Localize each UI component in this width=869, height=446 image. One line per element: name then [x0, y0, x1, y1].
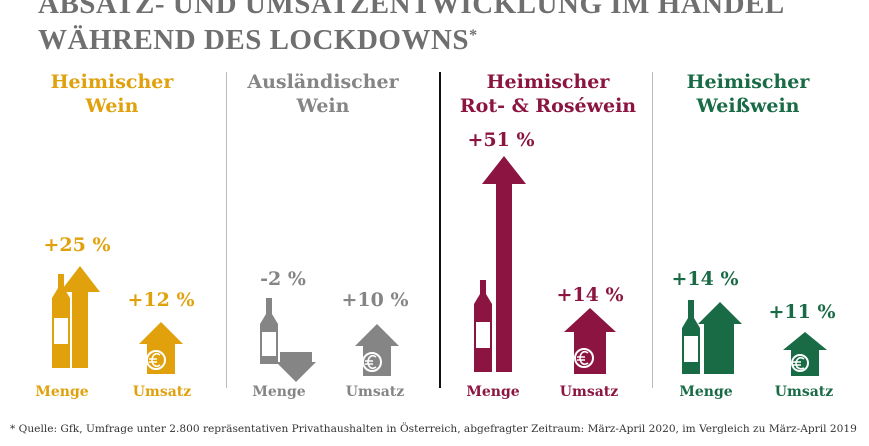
- wine-bottle-arrow-up-icon: [52, 266, 100, 368]
- menge-label: Menge: [466, 384, 520, 400]
- footnote-mark: *: [469, 27, 478, 44]
- column-title-auslaendischer-wein: Ausländischer Wein: [247, 71, 399, 117]
- umsatz-label: Umsatz: [559, 384, 619, 400]
- umsatz-label: Umsatz: [774, 384, 834, 400]
- column-title-weisswein: Heimischer Weißwein: [686, 71, 810, 117]
- column-divider: [652, 72, 653, 388]
- euro-house-arrow-icon: [783, 332, 827, 376]
- column-title-heimischer-wein: Heimischer Wein: [50, 71, 174, 117]
- menge-label: Menge: [252, 384, 306, 400]
- umsatz-label: Umsatz: [132, 384, 192, 400]
- menge-percentage: +51 %: [467, 129, 535, 151]
- title-line-2: WÄHREND DES LOCKDOWNS*: [38, 24, 478, 56]
- footnote: * Quelle: Gfk, Umfrage unter 2.800 reprä…: [10, 423, 857, 435]
- menge-label: Menge: [679, 384, 733, 400]
- title-line-1: ABSATZ- UND UMSATZENTWICKLUNG IM HANDEL: [38, 0, 785, 20]
- column-divider: [226, 72, 227, 388]
- menge-percentage: -2 %: [260, 268, 306, 290]
- wine-bottle-arrow-up-icon: [474, 156, 526, 372]
- umsatz-percentage: +14 %: [556, 284, 624, 306]
- umsatz-percentage: +11 %: [768, 301, 836, 323]
- column-divider-main: [439, 72, 441, 388]
- euro-house-arrow-icon: [564, 308, 616, 374]
- euro-house-arrow-icon: [355, 324, 399, 376]
- umsatz-label: Umsatz: [345, 384, 405, 400]
- umsatz-percentage: +10 %: [341, 289, 409, 311]
- wine-bottle-arrow-down-icon: [260, 298, 316, 382]
- page-title: ABSATZ- UND UMSATZENTWICKLUNG IM HANDEL …: [38, 0, 785, 58]
- menge-percentage: +25 %: [43, 234, 111, 256]
- euro-house-arrow-icon: [139, 322, 183, 374]
- menge-percentage: +14 %: [671, 268, 739, 290]
- wine-bottle-arrow-up-icon: [682, 300, 742, 374]
- umsatz-percentage: +12 %: [127, 289, 195, 311]
- menge-label: Menge: [35, 384, 89, 400]
- column-title-rot-rose: Heimischer Rot- & Roséwein: [459, 71, 637, 117]
